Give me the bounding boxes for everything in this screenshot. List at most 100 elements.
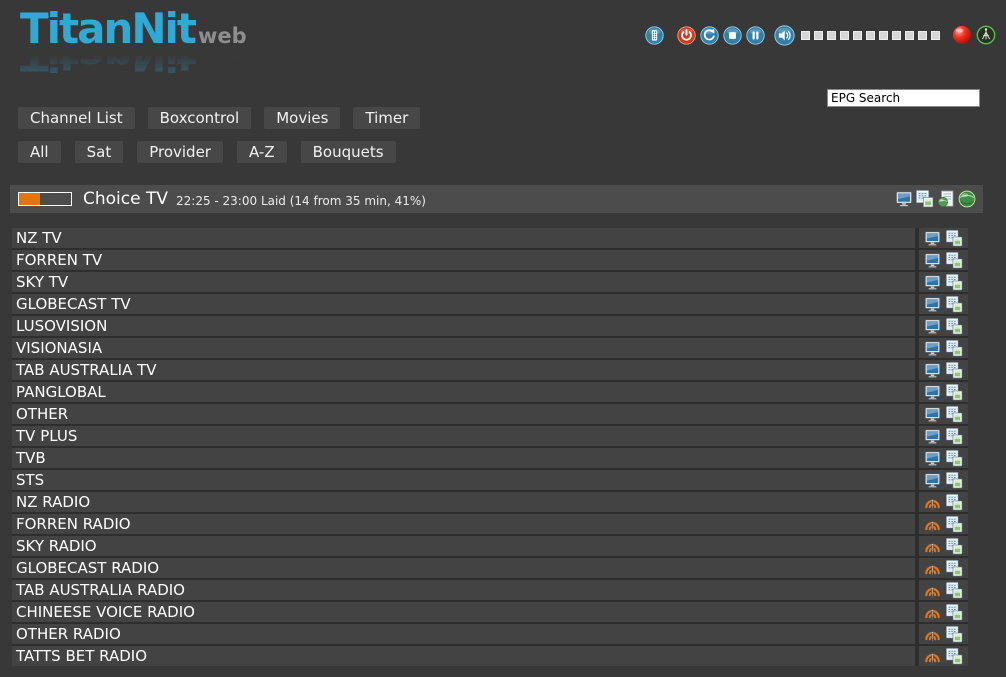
nav-button-timer[interactable]: Timer [353,107,421,129]
channel-name[interactable]: TAB AUSTRALIA TV [12,360,915,380]
channel-name[interactable]: FORREN RADIO [12,514,915,534]
epg-pages-icon[interactable] [946,493,963,511]
tv-icon[interactable] [924,230,941,247]
channel-name[interactable]: NZ TV [12,228,915,248]
volume-segment[interactable] [892,30,901,40]
tv-icon[interactable] [924,472,941,489]
tv-icon[interactable] [924,450,941,467]
tv-icon[interactable] [924,428,941,445]
epg-pages-icon[interactable] [946,273,963,291]
epg-pages-icon[interactable] [946,229,963,247]
volume-segment[interactable] [905,30,914,40]
epg-pages-icon[interactable] [946,317,963,335]
power-icon[interactable] [677,25,696,45]
epg-pages-icon[interactable] [946,581,963,599]
channel-name[interactable]: GLOBECAST TV [12,294,915,314]
tv-icon[interactable] [924,274,941,291]
channel-name[interactable]: TV PLUS [12,426,915,446]
epg-pages-icon[interactable] [946,559,963,577]
radio-icon[interactable] [924,648,941,665]
channel-name[interactable]: OTHER [12,404,915,424]
volume-segment[interactable] [853,30,862,40]
volume-segment[interactable] [879,30,888,40]
filter-button-sat[interactable]: Sat [74,141,124,163]
epg-pages-icon[interactable] [946,515,963,533]
channel-name[interactable]: TATTS BET RADIO [12,646,915,666]
epg-search-input[interactable] [827,89,980,107]
channel-name[interactable]: STS [12,470,915,490]
channel-name[interactable]: PANGLOBAL [12,382,915,402]
epg-pages-icon[interactable] [946,647,963,665]
radio-icon[interactable] [924,604,941,621]
channel-name[interactable]: LUSOVISION [12,316,915,336]
channel-row-actions [919,228,968,248]
epg-pages-icon[interactable] [946,383,963,401]
webpage-icon[interactable] [937,190,955,208]
epg-pages-icon[interactable] [946,361,963,379]
globe-icon[interactable] [958,190,976,208]
tv-icon[interactable] [924,252,941,269]
speaker-icon[interactable] [774,24,795,46]
epg-pages-icon[interactable] [946,427,963,445]
stop-icon[interactable] [723,25,742,45]
channel-row-actions [919,250,968,270]
volume-segment[interactable] [918,30,927,40]
epg-pages-icon[interactable] [916,190,934,208]
epg-pages-icon[interactable] [946,339,963,357]
radio-icon[interactable] [924,538,941,555]
filter-button-all[interactable]: All [18,141,61,163]
volume-segment[interactable] [801,30,810,40]
epg-pages-icon[interactable] [946,405,963,423]
radio-icon[interactable] [924,582,941,599]
epg-pages-icon[interactable] [946,625,963,643]
nav-button-boxcontrol[interactable]: Boxcontrol [147,107,252,129]
nav-button-movies[interactable]: Movies [264,107,341,129]
tv-icon[interactable] [924,362,941,379]
epg-pages-icon[interactable] [946,603,963,621]
nav-button-channel-list[interactable]: Channel List [18,107,135,129]
tv-icon[interactable] [924,318,941,335]
volume-segment[interactable] [840,30,849,40]
epg-pages-icon[interactable] [946,471,963,489]
channel-row: STS [12,470,968,490]
channel-name[interactable]: NZ RADIO [12,492,915,512]
tv-icon[interactable] [924,340,941,357]
filter-button-a-z[interactable]: A-Z [236,141,287,163]
filter-button-provider[interactable]: Provider [137,141,223,163]
remote-icon[interactable] [645,25,664,45]
pause-icon[interactable] [746,25,765,45]
channel-name[interactable]: TVB [12,448,915,468]
channel-name[interactable]: OTHER RADIO [12,624,915,644]
channel-name[interactable]: GLOBECAST RADIO [12,558,915,578]
epg-pages-icon[interactable] [946,449,963,467]
channel-name[interactable]: VISIONASIA [12,338,915,358]
volume-segment[interactable] [814,30,823,40]
epg-pages-icon[interactable] [946,295,963,313]
titannit-logo: TitanNit web [20,8,247,50]
tv-icon[interactable] [924,296,941,313]
epg-pages-icon[interactable] [946,251,963,269]
progress-fill [19,193,41,205]
volume-segment[interactable] [866,30,875,40]
channel-name[interactable]: SKY RADIO [12,536,915,556]
channel-row-actions [919,382,968,402]
tv-icon[interactable] [924,384,941,401]
radio-icon[interactable] [924,494,941,511]
radio-icon[interactable] [924,560,941,577]
volume-segment[interactable] [827,30,836,40]
epg-pages-icon[interactable] [946,537,963,555]
radio-icon[interactable] [924,516,941,533]
screen-icon[interactable] [895,190,913,208]
channel-row-actions [919,426,968,446]
channel-name[interactable]: FORREN TV [12,250,915,270]
restart-icon[interactable] [700,25,719,45]
now-playing-bar: Choice TV 22:25 - 23:00 Laid (14 from 35… [10,185,983,213]
volume-segment[interactable] [931,30,940,40]
channel-row: PANGLOBAL [12,382,968,402]
radio-icon[interactable] [924,626,941,643]
tv-icon[interactable] [924,406,941,423]
filter-button-bouquets[interactable]: Bouquets [300,141,396,163]
channel-name[interactable]: CHINEESE VOICE RADIO [12,602,915,622]
channel-name[interactable]: SKY TV [12,272,915,292]
channel-name[interactable]: TAB AUSTRALIA RADIO [12,580,915,600]
